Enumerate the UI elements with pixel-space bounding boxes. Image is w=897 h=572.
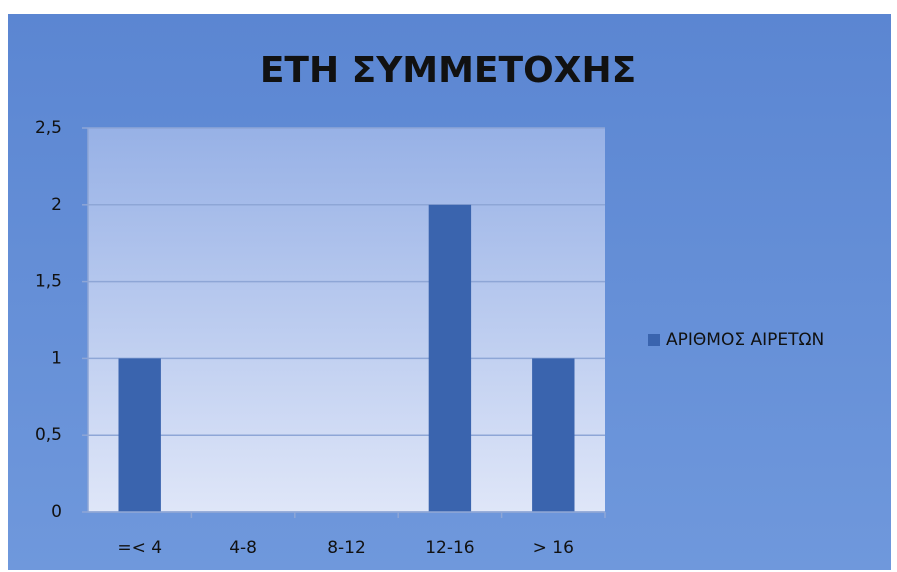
legend-label: ΑΡΙΘΜΟΣ ΑΙΡΕΤΩΝ bbox=[666, 330, 824, 350]
x-tick-label: =< 4 bbox=[117, 538, 162, 558]
plot-area bbox=[88, 128, 605, 512]
chart-title: ΕΤΗ ΣΥΜΜΕΤΟΧΗΣ bbox=[260, 50, 636, 91]
y-tick-label: 2 bbox=[51, 195, 62, 215]
bar bbox=[532, 358, 575, 512]
y-tick-label: 1,5 bbox=[35, 272, 62, 292]
y-tick-label: 1 bbox=[51, 348, 62, 368]
x-tick-label: 12-16 bbox=[425, 538, 474, 558]
x-tick-label: 4-8 bbox=[229, 538, 257, 558]
x-tick-label: 8-12 bbox=[327, 538, 366, 558]
y-tick-label: 2,5 bbox=[35, 118, 62, 138]
bar bbox=[118, 358, 161, 512]
x-tick-label: > 16 bbox=[533, 538, 574, 558]
legend-swatch bbox=[648, 334, 660, 346]
bar bbox=[428, 204, 472, 513]
y-tick-label: 0,5 bbox=[35, 425, 62, 445]
y-tick-label: 0 bbox=[51, 502, 62, 522]
